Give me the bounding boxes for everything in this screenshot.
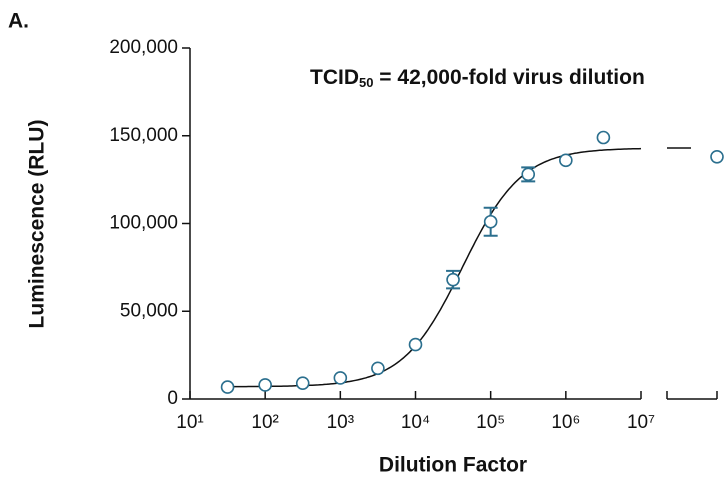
- x-tick-label: 10⁶: [551, 412, 580, 433]
- y-tick-label: 200,000: [109, 37, 178, 58]
- data-point: [295, 376, 310, 391]
- x-axis-title: Dilution Factor: [379, 454, 527, 477]
- x-tick-label: 10³: [327, 412, 354, 433]
- data-point: [220, 380, 235, 394]
- x-tick-label: 10¹: [176, 412, 203, 433]
- annotation: TCID50 = 42,000-fold virus dilution: [310, 66, 645, 91]
- data-point: [371, 361, 385, 376]
- data-point: [521, 167, 536, 182]
- y-axis-title: Luminescence (RLU): [26, 120, 49, 329]
- data-point: [596, 130, 611, 145]
- data-point: [408, 337, 423, 352]
- annotation-sub: 50: [359, 75, 373, 90]
- annotation-main: TCID: [310, 66, 359, 89]
- control-point: [710, 150, 724, 164]
- x-tick-label: 10²: [251, 412, 278, 433]
- data-point: [446, 272, 460, 287]
- fit-curve: [227, 147, 642, 388]
- annotation-rest: = 42,000-fold virus dilution: [373, 66, 644, 89]
- panel-label: A.: [8, 10, 29, 33]
- y-tick-label: 0: [167, 388, 178, 409]
- x-tick-label: 10⁴: [401, 412, 430, 433]
- y-tick-label: 50,000: [120, 300, 178, 321]
- y-tick-label: 150,000: [109, 125, 178, 146]
- data-point: [333, 371, 348, 385]
- data-point: [258, 378, 272, 392]
- x-tick-label: 10⁷: [627, 412, 655, 433]
- data-point: [483, 214, 498, 229]
- x-tick-label: 10⁵: [476, 412, 505, 433]
- data-point: [559, 153, 573, 168]
- y-tick-label: 100,000: [109, 213, 178, 234]
